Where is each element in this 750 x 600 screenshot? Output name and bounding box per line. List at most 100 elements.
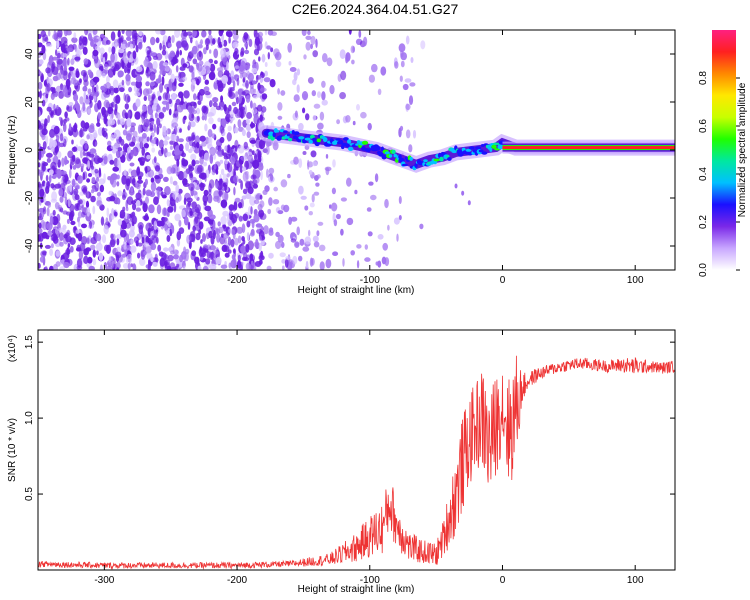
noise-blob <box>331 187 336 195</box>
noise-blob <box>167 53 173 61</box>
noise-blob <box>49 128 56 138</box>
noise-blob <box>188 183 195 191</box>
noise-blob <box>217 70 224 78</box>
noise-blob <box>87 88 92 95</box>
noise-blob <box>268 197 273 206</box>
noise-blob <box>110 134 115 141</box>
noise-blob <box>100 216 105 226</box>
noise-blob <box>309 202 315 208</box>
noise-blob <box>49 248 53 256</box>
noise-blob <box>183 197 187 206</box>
noise-blob <box>39 59 44 65</box>
noise-blob <box>183 115 187 121</box>
noise-blob <box>110 173 118 181</box>
noise-blob <box>46 181 50 190</box>
noise-blob <box>138 41 143 50</box>
noise-blob <box>290 216 298 222</box>
noise-blob <box>82 150 86 157</box>
noise-blob <box>97 112 102 120</box>
noise-blob <box>62 53 68 58</box>
noise-blob <box>112 79 119 89</box>
noise-blob <box>241 223 246 234</box>
noise-blob <box>110 145 117 150</box>
noise-blob <box>56 213 61 223</box>
noise-blob <box>101 127 105 137</box>
noise-blob <box>171 266 177 270</box>
noise-blob <box>354 189 358 195</box>
noise-blob <box>181 157 186 165</box>
noise-blob <box>74 56 81 61</box>
noise-blob <box>200 239 203 244</box>
noise-blob <box>82 46 88 55</box>
noise-blob <box>92 129 98 140</box>
noise-blob <box>47 202 51 208</box>
noise-blob <box>67 150 74 159</box>
noise-blob <box>252 63 257 70</box>
noise-blob <box>47 115 50 123</box>
noise-blob <box>236 77 240 86</box>
y-tick-label: 40 <box>24 48 35 60</box>
noise-blob <box>141 236 145 244</box>
noise-blob <box>245 123 252 132</box>
noise-blob <box>264 70 268 77</box>
noise-blob <box>250 206 253 215</box>
noise-blob <box>368 181 374 186</box>
noise-blob <box>233 175 239 184</box>
noise-blob <box>81 223 87 229</box>
noise-blob <box>111 214 115 220</box>
y-tick-label: 1.5 <box>24 335 35 349</box>
noise-blob <box>126 130 133 138</box>
noise-blob <box>106 75 110 84</box>
noise-blob <box>75 49 83 57</box>
noise-blob <box>217 80 223 88</box>
noise-blob <box>46 76 50 83</box>
noise-blob <box>275 231 280 238</box>
noise-blob <box>200 182 203 187</box>
noise-blob <box>146 252 153 260</box>
noise-blob <box>204 79 209 85</box>
noise-blob <box>40 198 44 203</box>
noise-blob <box>329 204 332 209</box>
noise-blob <box>79 242 86 252</box>
noise-blob <box>182 76 188 82</box>
ridge-blob <box>391 149 396 154</box>
noise-blob <box>79 127 83 138</box>
noise-blob <box>153 97 158 107</box>
noise-blob <box>83 255 89 264</box>
ridge-blob <box>439 156 444 162</box>
ridge-blob <box>339 140 344 145</box>
noise-blob <box>161 147 164 155</box>
noise-blob <box>169 140 176 145</box>
noise-blob <box>79 96 84 105</box>
colorbar-label: Normalized spectral amplitude <box>737 82 748 217</box>
noise-blob <box>277 234 284 243</box>
noise-blob <box>96 250 99 256</box>
noise-blob <box>56 105 59 110</box>
noise-blob <box>332 251 339 256</box>
noise-blob <box>54 145 59 154</box>
noise-blob <box>311 258 315 266</box>
noise-blob <box>321 80 326 88</box>
noise-blob <box>190 121 196 128</box>
noise-blob <box>237 254 241 262</box>
noise-blob <box>255 194 261 201</box>
noise-blob <box>91 165 94 170</box>
noise-blob <box>167 221 171 227</box>
noise-blob <box>88 265 95 270</box>
y-tick-label: 20 <box>24 96 35 108</box>
noise-blob <box>268 229 274 236</box>
noise-blob <box>279 252 286 258</box>
noise-blob <box>59 196 64 203</box>
noise-blob <box>173 254 179 260</box>
noise-blob <box>387 224 390 231</box>
noise-blob <box>238 215 243 222</box>
noise-blob <box>259 87 267 92</box>
noise-blob <box>137 179 144 184</box>
tone-band-core <box>502 146 675 150</box>
noise-blob <box>198 221 204 230</box>
noise-blob <box>38 71 43 76</box>
noise-blob <box>400 60 405 68</box>
noise-blob <box>168 82 173 92</box>
spectrogram-y-ticks: -40 -20 0 20 40 <box>24 48 675 253</box>
